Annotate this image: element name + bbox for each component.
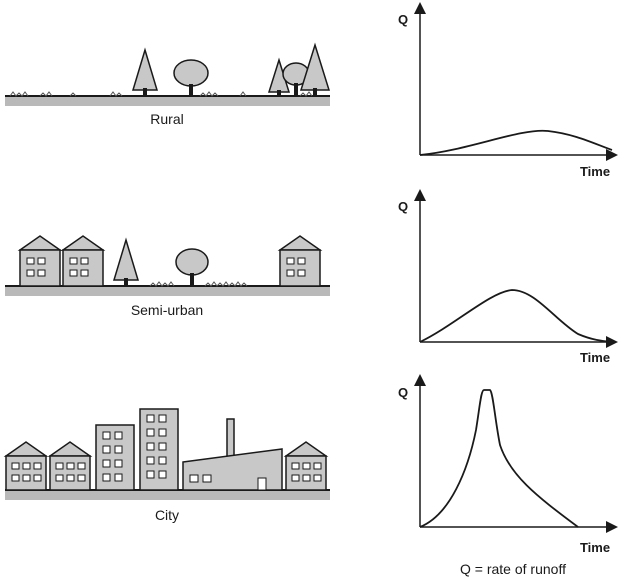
rural-ground bbox=[5, 97, 330, 106]
round-tree-icon bbox=[175, 248, 209, 286]
y-axis-label: Q bbox=[398, 12, 408, 27]
pine-tree-icon bbox=[131, 47, 159, 96]
factory-icon bbox=[182, 418, 283, 491]
rural-label: Rural bbox=[150, 111, 183, 127]
y-axis-label: Q bbox=[398, 199, 408, 214]
pine-tree-icon bbox=[112, 237, 140, 286]
office-building-icon bbox=[139, 408, 179, 491]
semi-urban-label: Semi-urban bbox=[131, 302, 203, 318]
pine-tree-icon bbox=[299, 42, 331, 96]
city-hydrograph: Q Time bbox=[398, 374, 618, 555]
house-icon bbox=[47, 441, 93, 491]
semi-urban-scene: Semi-urban bbox=[5, 235, 330, 318]
city-scene: City bbox=[3, 408, 330, 523]
city-label: City bbox=[155, 507, 179, 523]
x-axis-label: Time bbox=[580, 164, 610, 179]
y-axis-label: Q bbox=[398, 385, 408, 400]
x-axis-label: Time bbox=[580, 540, 610, 555]
city-ground bbox=[5, 491, 330, 500]
runoff-curve bbox=[419, 389, 579, 528]
rural-grass bbox=[9, 91, 313, 97]
round-tree-icon bbox=[173, 59, 209, 96]
house-icon bbox=[60, 235, 106, 287]
office-building-icon bbox=[95, 424, 135, 491]
semi-urban-grass bbox=[149, 281, 248, 287]
house-icon bbox=[283, 441, 329, 491]
rural-hydrograph: Q Time bbox=[398, 2, 618, 179]
semi-urban-ground bbox=[5, 287, 330, 296]
runoff-curve bbox=[419, 289, 613, 343]
runoff-curve bbox=[419, 129, 613, 156]
semi-urban-hydrograph: Q Time bbox=[398, 189, 618, 365]
house-icon bbox=[277, 235, 323, 287]
house-icon bbox=[3, 441, 49, 491]
house-icon bbox=[17, 235, 63, 287]
rural-scene: Rural bbox=[5, 42, 331, 127]
x-axis-label: Time bbox=[580, 350, 610, 365]
legend-text: Q = rate of runoff bbox=[460, 561, 566, 577]
